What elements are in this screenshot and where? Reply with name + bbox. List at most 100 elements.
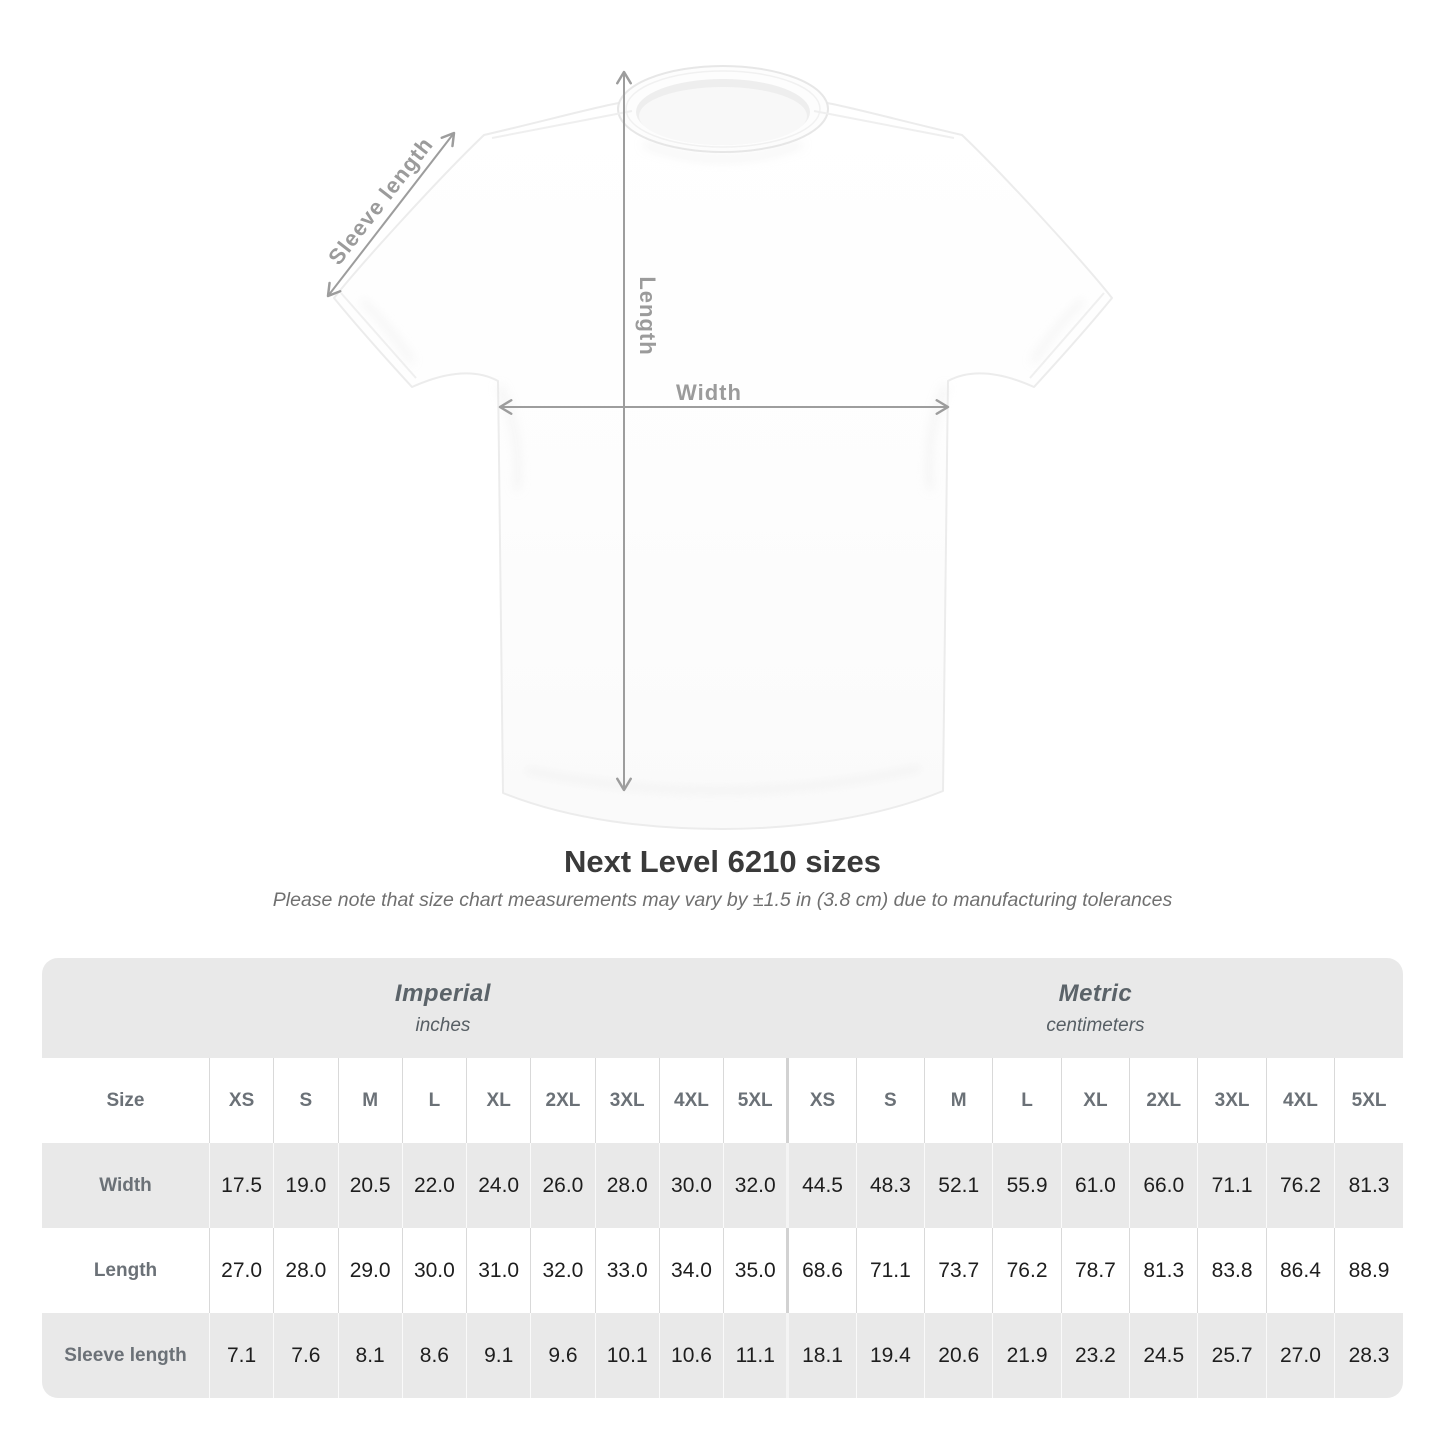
value-cell-metric: 55.9 bbox=[992, 1143, 1062, 1228]
unit-band-row: Imperial inches Metric centimeters bbox=[42, 958, 1403, 1058]
size-header-row: Size XS S M L XL 2XL 3XL 4XL 5XL XS S M L XL 2XL 3XL 4XL 5… bbox=[42, 1058, 1403, 1143]
value-cell-metric: 21.9 bbox=[992, 1313, 1062, 1398]
value-cell-imperial: 9.6 bbox=[530, 1313, 596, 1398]
size-header-metric-4xl: 4XL bbox=[1265, 1058, 1335, 1143]
size-header-metric-m: M bbox=[924, 1058, 993, 1143]
value-cell-imperial: 8.6 bbox=[401, 1313, 467, 1398]
size-header-imperial-4xl: 4XL bbox=[658, 1058, 724, 1143]
tshirt-collar bbox=[617, 65, 829, 153]
value-cell-metric: 23.2 bbox=[1060, 1313, 1130, 1398]
value-cell-imperial: 27.0 bbox=[208, 1228, 274, 1313]
size-table: Imperial inches Metric centimeters Size XS S M L… bbox=[42, 958, 1403, 1398]
row-label: Sleeve length bbox=[42, 1313, 210, 1398]
tolerance-note: Please note that size chart measurements… bbox=[272, 889, 1173, 911]
value-cell-metric: 81.3 bbox=[1129, 1228, 1198, 1313]
value-cell-imperial: 34.0 bbox=[658, 1228, 724, 1313]
value-cell-imperial: 32.0 bbox=[723, 1143, 788, 1228]
value-cell-imperial: 11.1 bbox=[723, 1313, 788, 1398]
measurement-row-length: Length 27.0 28.0 29.0 30.0 31.0 32.0 33.0 34.0 35… bbox=[42, 1228, 1403, 1313]
length-measure-label: Length bbox=[635, 276, 660, 356]
unit-band-metric: Metric centimeters bbox=[787, 958, 1403, 1058]
value-cell-metric: 88.9 bbox=[1334, 1228, 1403, 1313]
value-cell-metric: 18.1 bbox=[786, 1313, 857, 1398]
value-cell-metric: 25.7 bbox=[1197, 1313, 1267, 1398]
value-cell-metric: 61.0 bbox=[1060, 1143, 1130, 1228]
value-cell-metric: 76.2 bbox=[1265, 1143, 1335, 1228]
value-cell-metric: 86.4 bbox=[1265, 1228, 1335, 1313]
row-label: Length bbox=[42, 1228, 210, 1313]
tshirt-graphic bbox=[326, 65, 1113, 830]
tshirt-body bbox=[333, 65, 1113, 830]
value-cell-imperial: 35.0 bbox=[723, 1228, 788, 1313]
size-header-imperial-3xl: 3XL bbox=[594, 1058, 660, 1143]
size-header-imperial-2xl: 2XL bbox=[530, 1058, 596, 1143]
size-header-metric-3xl: 3XL bbox=[1197, 1058, 1267, 1143]
value-cell-imperial: 10.1 bbox=[594, 1313, 660, 1398]
unit-group-name: Metric bbox=[1058, 979, 1133, 1007]
value-cell-imperial: 19.0 bbox=[273, 1143, 338, 1228]
page-title: Next Level 6210 sizes bbox=[563, 844, 882, 879]
tshirt-shading bbox=[360, 142, 1085, 793]
value-cell-metric: 27.0 bbox=[1265, 1313, 1335, 1398]
value-cell-imperial: 10.6 bbox=[658, 1313, 724, 1398]
value-cell-imperial: 28.0 bbox=[594, 1143, 660, 1228]
size-header-metric-l: L bbox=[992, 1058, 1062, 1143]
value-cell-metric: 78.7 bbox=[1060, 1228, 1130, 1313]
width-measure-label: Width bbox=[676, 380, 742, 405]
value-cell-imperial: 9.1 bbox=[466, 1313, 531, 1398]
value-cell-imperial: 33.0 bbox=[594, 1228, 660, 1313]
value-cell-metric: 19.4 bbox=[855, 1313, 925, 1398]
size-header-imperial-m: M bbox=[337, 1058, 403, 1143]
value-cell-imperial: 7.1 bbox=[208, 1313, 274, 1398]
size-header-imperial-xs: XS bbox=[208, 1058, 274, 1143]
value-cell-metric: 73.7 bbox=[924, 1228, 993, 1313]
value-cell-imperial: 20.5 bbox=[337, 1143, 403, 1228]
size-header-metric-2xl: 2XL bbox=[1129, 1058, 1198, 1143]
value-cell-imperial: 31.0 bbox=[466, 1228, 531, 1313]
value-cell-imperial: 28.0 bbox=[273, 1228, 338, 1313]
unit-group-unit: centimeters bbox=[1046, 1014, 1145, 1036]
sleeve-length-arrow bbox=[326, 131, 456, 298]
value-cell-metric: 71.1 bbox=[855, 1228, 925, 1313]
size-header-metric-xl: XL bbox=[1060, 1058, 1130, 1143]
size-diagram: Width Length Sleeve length bbox=[323, 65, 1113, 830]
row-label: Width bbox=[42, 1143, 210, 1228]
value-cell-metric: 52.1 bbox=[924, 1143, 993, 1228]
value-cell-imperial: 22.0 bbox=[401, 1143, 467, 1228]
value-cell-metric: 81.3 bbox=[1334, 1143, 1403, 1228]
value-cell-metric: 68.6 bbox=[786, 1228, 857, 1313]
size-chart-table-container: Imperial inches Metric centimeters Size XS S M L… bbox=[42, 958, 1403, 1398]
value-cell-imperial: 30.0 bbox=[401, 1228, 467, 1313]
size-header-metric-5xl: 5XL bbox=[1334, 1058, 1403, 1143]
value-cell-imperial: 30.0 bbox=[658, 1143, 724, 1228]
size-header-metric-xs: XS bbox=[786, 1058, 857, 1143]
measurement-row-width: Width 17.5 19.0 20.5 22.0 24.0 26.0 28.0 30.0 32.… bbox=[42, 1143, 1403, 1228]
value-cell-metric: 48.3 bbox=[855, 1143, 925, 1228]
size-header-imperial-5xl: 5XL bbox=[723, 1058, 788, 1143]
value-cell-imperial: 32.0 bbox=[530, 1228, 596, 1313]
size-header-imperial-s: S bbox=[273, 1058, 338, 1143]
unit-group-name: Imperial bbox=[394, 979, 491, 1007]
unit-band-imperial: Imperial inches bbox=[42, 958, 788, 1058]
unit-group-unit: inches bbox=[415, 1014, 471, 1036]
measurement-arrows bbox=[326, 70, 950, 792]
value-cell-imperial: 7.6 bbox=[273, 1313, 338, 1398]
value-cell-metric: 20.6 bbox=[924, 1313, 993, 1398]
value-cell-metric: 71.1 bbox=[1197, 1143, 1267, 1228]
value-cell-imperial: 8.1 bbox=[337, 1313, 403, 1398]
tshirt-seams bbox=[340, 110, 1105, 379]
value-cell-imperial: 24.0 bbox=[466, 1143, 531, 1228]
value-cell-metric: 83.8 bbox=[1197, 1228, 1267, 1313]
value-cell-metric: 44.5 bbox=[786, 1143, 857, 1228]
size-header-metric-s: S bbox=[855, 1058, 925, 1143]
size-header-imperial-xl: XL bbox=[466, 1058, 531, 1143]
size-column-label: Size bbox=[42, 1058, 210, 1143]
value-cell-imperial: 26.0 bbox=[530, 1143, 596, 1228]
value-cell-imperial: 29.0 bbox=[337, 1228, 403, 1313]
value-cell-metric: 66.0 bbox=[1129, 1143, 1198, 1228]
value-cell-metric: 24.5 bbox=[1129, 1313, 1198, 1398]
measurement-row-sleeve-length: Sleeve length 7.1 7.6 8.1 8.6 9.1 9.6 10.1 10.6 1… bbox=[42, 1313, 1403, 1398]
size-header-imperial-l: L bbox=[401, 1058, 467, 1143]
value-cell-metric: 28.3 bbox=[1334, 1313, 1403, 1398]
value-cell-metric: 76.2 bbox=[992, 1228, 1062, 1313]
